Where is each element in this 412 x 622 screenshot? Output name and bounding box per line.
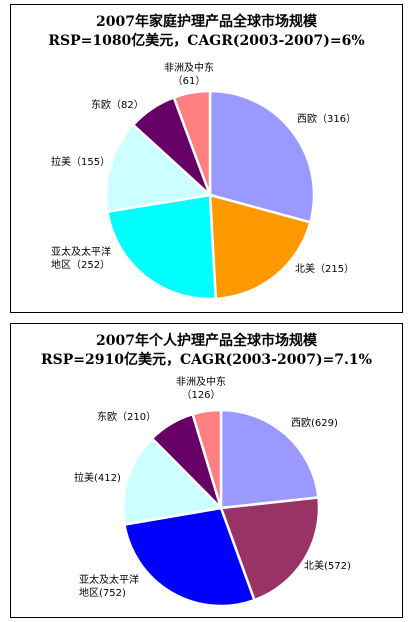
slice-label-2: 北美（215） — [295, 262, 354, 275]
chart-panel-household-care: 2007年家庭护理产品全球市场规模 RSP=1080亿美元，CAGR(2003-… — [10, 4, 403, 313]
slice-label-6: 非洲及中东（61） — [164, 61, 214, 87]
chart-subtitle: RSP=1080亿美元，CAGR(2003-2007)=6% — [48, 33, 365, 49]
pie-slice-3 — [122, 506, 257, 608]
pie-slice-3 — [105, 193, 218, 301]
slice-label-3: 亚太及太平洋地区(752) — [79, 573, 139, 599]
slice-label-4: 拉美（155） — [51, 155, 110, 168]
pie-slice-6 — [172, 89, 212, 196]
pie-chart-personal-care: 西欧(629) 北美(572) 亚太及太平洋地区(752) 拉美(412) 东欧（210… — [74, 375, 351, 608]
pie-slice-2 — [208, 193, 312, 301]
pie-slice-4 — [104, 123, 213, 214]
slice-label-5: 东欧（210） — [97, 410, 156, 423]
pie-slice-1 — [219, 408, 320, 510]
pie-chart-household-care: 西欧（316） 北美（215） 亚太及太平洋地区（252） 拉美（155） 东欧（82）… — [51, 61, 356, 301]
pie-slice-6 — [191, 408, 223, 509]
pie-slice-4 — [121, 436, 224, 526]
chart-panel-personal-care: 2007年个人护理产品全球市场规模 RSP=2910亿美元，CAGR(2003-… — [10, 323, 403, 618]
pie-slice-1 — [208, 89, 316, 224]
slice-label-2: 北美(572) — [304, 559, 351, 572]
chart-subtitle: RSP=2910亿美元，CAGR(2003-2007)=7.1% — [41, 352, 372, 368]
slice-label-6: 非洲及中东（126） — [176, 375, 226, 401]
slice-label-3: 亚太及太平洋地区（252） — [51, 245, 111, 271]
chart-title: 2007年个人护理产品全球市场规模 — [96, 333, 317, 349]
slice-label-4: 拉美(412) — [74, 471, 121, 484]
slice-label-5: 东欧（82） — [91, 98, 144, 111]
slice-label-1: 西欧(629) — [291, 417, 338, 429]
chart-title: 2007年家庭护理产品全球市场规模 — [96, 14, 317, 30]
slice-label-1: 西欧（316） — [297, 113, 356, 125]
